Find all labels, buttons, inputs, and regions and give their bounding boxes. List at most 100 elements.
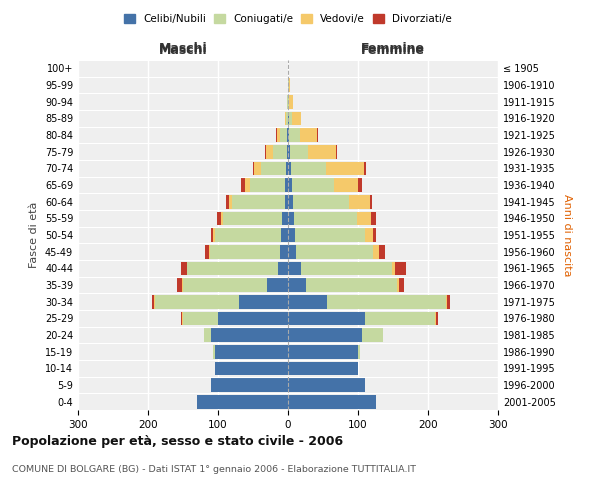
Bar [358, 178, 361, 192]
Text: Maschi: Maschi [158, 42, 208, 55]
Bar [283, 212, 288, 225]
Bar [272, 145, 287, 158]
Bar [250, 178, 285, 192]
Bar [288, 112, 289, 125]
Bar [213, 345, 215, 358]
Bar [176, 278, 182, 292]
Bar [292, 112, 301, 125]
Text: Maschi: Maschi [158, 44, 208, 57]
Bar [245, 178, 250, 192]
Bar [286, 112, 288, 125]
Bar [265, 145, 266, 158]
Bar [284, 195, 288, 208]
Bar [293, 195, 349, 208]
Bar [281, 228, 288, 242]
Bar [262, 162, 286, 175]
Bar [373, 245, 379, 258]
Bar [326, 162, 364, 175]
Bar [398, 278, 404, 292]
Bar [229, 195, 232, 208]
Bar [241, 178, 245, 192]
Bar [361, 328, 383, 342]
Bar [266, 145, 272, 158]
Bar [379, 245, 385, 258]
Bar [288, 78, 289, 92]
Text: Femmine: Femmine [361, 44, 425, 57]
Bar [289, 128, 300, 142]
Bar [373, 228, 376, 242]
Bar [215, 362, 288, 375]
Bar [239, 295, 288, 308]
Bar [300, 128, 317, 142]
Bar [253, 162, 254, 175]
Bar [288, 378, 365, 392]
Bar [287, 128, 288, 142]
Bar [182, 312, 183, 325]
Bar [218, 312, 288, 325]
Bar [276, 128, 277, 142]
Bar [155, 295, 239, 308]
Bar [215, 228, 281, 242]
Bar [288, 262, 301, 275]
Bar [356, 212, 371, 225]
Bar [288, 228, 295, 242]
Bar [289, 78, 290, 92]
Text: Femmine: Femmine [361, 42, 425, 55]
Bar [308, 145, 335, 158]
Bar [280, 128, 287, 142]
Bar [288, 362, 358, 375]
Text: Popolazione per età, sesso e stato civile - 2006: Popolazione per età, sesso e stato civil… [12, 435, 343, 448]
Bar [290, 145, 308, 158]
Bar [211, 328, 288, 342]
Bar [181, 312, 182, 325]
Bar [280, 245, 288, 258]
Bar [365, 228, 373, 242]
Bar [288, 312, 365, 325]
Bar [288, 145, 290, 158]
Bar [215, 345, 288, 358]
Bar [293, 212, 356, 225]
Bar [154, 295, 155, 308]
Bar [287, 95, 288, 108]
Bar [209, 245, 280, 258]
Bar [288, 278, 305, 292]
Bar [285, 178, 288, 192]
Bar [395, 262, 406, 275]
Bar [288, 345, 358, 358]
Bar [181, 262, 187, 275]
Bar [288, 195, 293, 208]
Bar [371, 212, 376, 225]
Bar [152, 295, 154, 308]
Bar [187, 262, 278, 275]
Bar [291, 162, 326, 175]
Bar [211, 228, 213, 242]
Bar [286, 162, 288, 175]
Bar [278, 262, 288, 275]
Bar [182, 278, 183, 292]
Bar [288, 128, 289, 142]
Bar [296, 245, 373, 258]
Bar [232, 195, 284, 208]
Y-axis label: Anni di nascita: Anni di nascita [562, 194, 572, 276]
Bar [213, 228, 215, 242]
Bar [205, 245, 209, 258]
Bar [288, 328, 361, 342]
Bar [334, 178, 358, 192]
Bar [358, 345, 360, 358]
Bar [221, 212, 223, 225]
Bar [211, 378, 288, 392]
Bar [288, 212, 293, 225]
Bar [292, 178, 334, 192]
Bar [204, 328, 211, 342]
Bar [226, 195, 229, 208]
Bar [370, 195, 372, 208]
Bar [288, 395, 376, 408]
Bar [277, 128, 280, 142]
Bar [295, 228, 365, 242]
Bar [288, 178, 292, 192]
Bar [392, 262, 395, 275]
Bar [288, 95, 289, 108]
Bar [217, 212, 221, 225]
Bar [197, 395, 288, 408]
Bar [223, 212, 283, 225]
